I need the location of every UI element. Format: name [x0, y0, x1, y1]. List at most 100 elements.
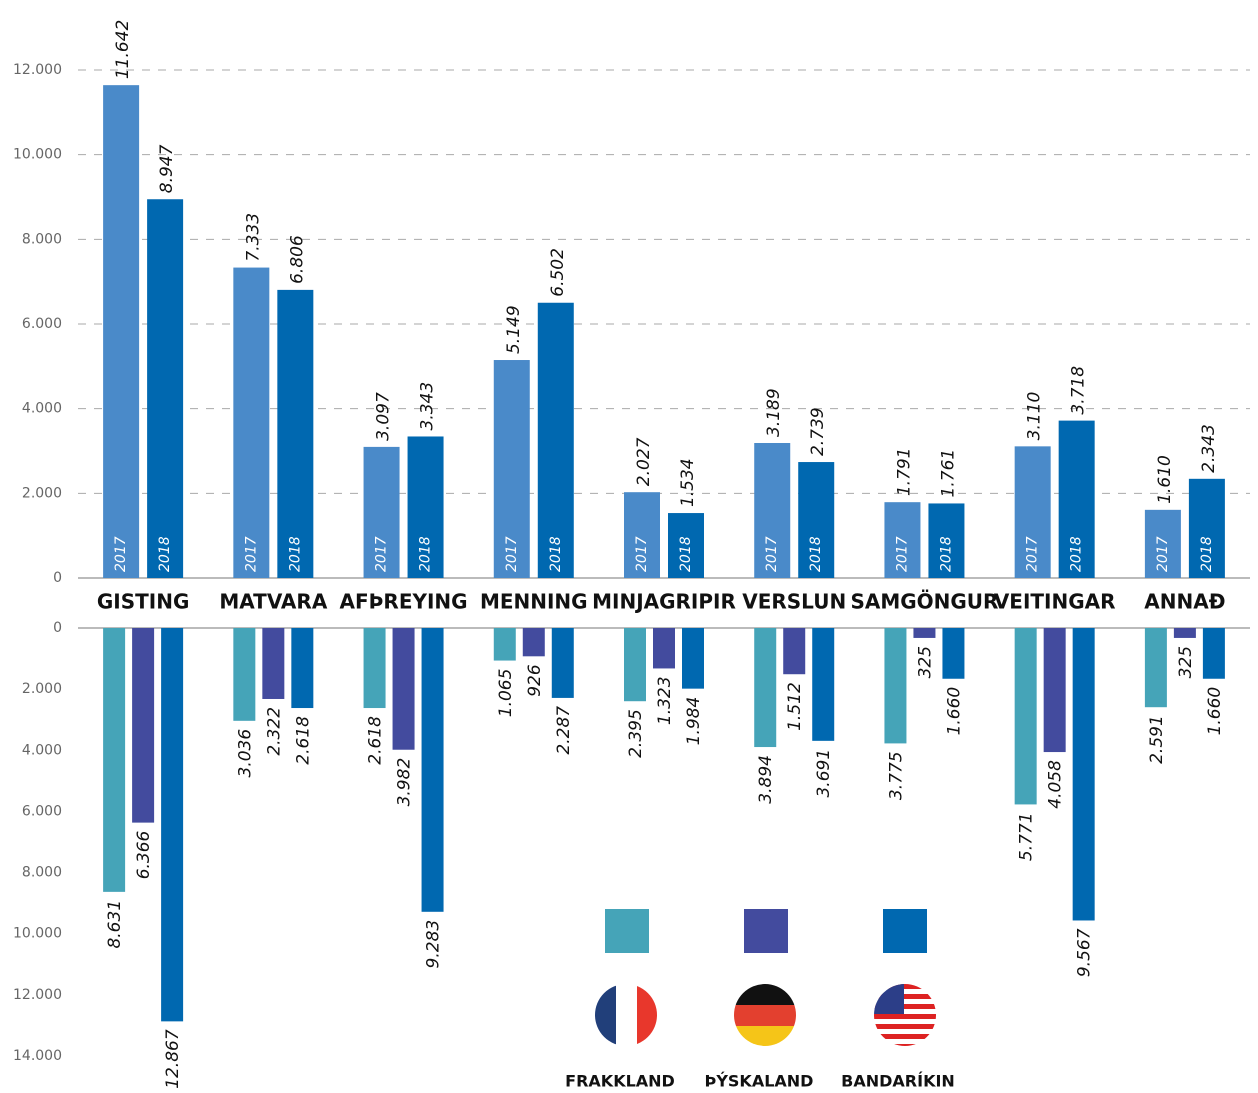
flag-germany: [734, 984, 796, 1046]
bar: [132, 628, 155, 823]
bar: [1173, 628, 1196, 638]
value-label: 325: [915, 646, 935, 678]
bar: [682, 628, 704, 689]
legend-swatch: [744, 909, 788, 953]
value-label: 3.691: [814, 749, 834, 798]
category-label: MATVARA: [219, 590, 327, 614]
y-tick-label: 12.000: [13, 62, 62, 78]
value-label: 2.739: [808, 407, 828, 456]
bar-year-label: 2017: [243, 536, 259, 572]
bar: [103, 85, 140, 578]
y-tick-label: 10.000: [13, 147, 62, 163]
bar: [233, 628, 256, 721]
value-label: 1.323: [655, 676, 675, 725]
value-label: 3.343: [418, 382, 438, 431]
category-label: ANNAÐ: [1144, 590, 1225, 614]
bar: [161, 628, 184, 1022]
bar: [754, 442, 791, 578]
y-tick-label: 6.000: [22, 316, 62, 332]
y-tick-label: 0: [53, 570, 62, 586]
bar-year-label: 2018: [287, 536, 303, 572]
bar-year-label: 2017: [374, 536, 390, 572]
bar: [493, 628, 516, 661]
bar: [1144, 628, 1167, 708]
bar: [392, 628, 415, 750]
bar: [551, 628, 574, 698]
value-label: 2.027: [634, 437, 654, 486]
value-label: 2.287: [554, 706, 574, 755]
bar: [783, 628, 806, 675]
bar-year-label: 2018: [678, 536, 694, 572]
bar: [1188, 478, 1225, 578]
y-tick-label: 2.000: [22, 681, 62, 697]
value-label: 6.502: [548, 248, 568, 297]
bar: [1058, 420, 1095, 578]
value-label: 3.036: [235, 729, 255, 778]
value-label: 3.775: [886, 751, 906, 800]
bar-year-label: 2017: [1025, 536, 1041, 572]
flag-france: [595, 984, 657, 1046]
value-label: 2.618: [366, 716, 386, 765]
bar: [363, 446, 400, 578]
flag-usa: [874, 984, 936, 1046]
value-label: 926: [525, 664, 545, 697]
value-label: 6.366: [134, 830, 154, 879]
value-label: 9.283: [424, 920, 444, 969]
value-label: 8.631: [105, 900, 125, 949]
bar-year-label: 2017: [764, 536, 780, 572]
bar: [1014, 628, 1037, 805]
legend-swatch: [605, 909, 649, 953]
value-label: 325: [1176, 646, 1196, 678]
bar: [913, 628, 936, 638]
bar: [1144, 509, 1181, 578]
bar: [624, 492, 660, 578]
bar: [798, 462, 835, 578]
value-label: 2.591: [1147, 715, 1167, 764]
bar-year-label: 2018: [157, 536, 173, 572]
category-label: VERSLUN: [742, 590, 846, 614]
value-label: 7.333: [243, 213, 263, 262]
bar: [363, 628, 386, 709]
bar-year-label: 2018: [938, 536, 954, 572]
bar-year-label: 2018: [808, 536, 824, 572]
bar: [1202, 628, 1225, 679]
bar: [522, 628, 545, 657]
value-label: 1.610: [1155, 455, 1175, 504]
value-label: 2.322: [264, 707, 284, 756]
value-label: 6.806: [287, 235, 307, 284]
legend-label: FRAKKLAND: [565, 1072, 675, 1091]
value-label: 3.097: [374, 392, 394, 441]
value-label: 11.642: [113, 20, 133, 79]
bar: [928, 503, 965, 578]
bar-year-label: 2018: [548, 536, 564, 572]
bar-year-label: 2017: [1155, 536, 1171, 572]
bar: [493, 360, 530, 578]
y-tick-label: 8.000: [22, 865, 62, 881]
bar-year-label: 2017: [894, 536, 910, 572]
bar: [421, 628, 444, 912]
bar-year-label: 2017: [634, 536, 650, 572]
bar: [147, 199, 184, 579]
bar-year-label: 2018: [1199, 536, 1215, 572]
category-label: MENNING: [480, 590, 588, 614]
bar: [668, 513, 704, 578]
category-label: GISTING: [97, 590, 190, 614]
legend-label: ÞÝSKALAND: [705, 1072, 814, 1091]
value-label: 4.058: [1046, 760, 1066, 809]
bar: [884, 628, 907, 744]
bar: [754, 628, 777, 748]
legend-swatch: [883, 909, 927, 953]
bar-year-label: 2018: [418, 536, 434, 572]
value-label: 9.567: [1075, 928, 1095, 977]
y-tick-label: 2.000: [22, 485, 62, 501]
value-label: 2.395: [626, 709, 646, 758]
value-label: 1.534: [678, 458, 698, 507]
bar-year-label: 2017: [504, 536, 520, 572]
y-tick-label: 4.000: [22, 401, 62, 417]
value-label: 3.718: [1069, 366, 1089, 415]
bar: [537, 302, 574, 578]
bar: [103, 628, 126, 892]
y-tick-label: 6.000: [22, 803, 62, 819]
value-label: 1.660: [1205, 687, 1225, 736]
